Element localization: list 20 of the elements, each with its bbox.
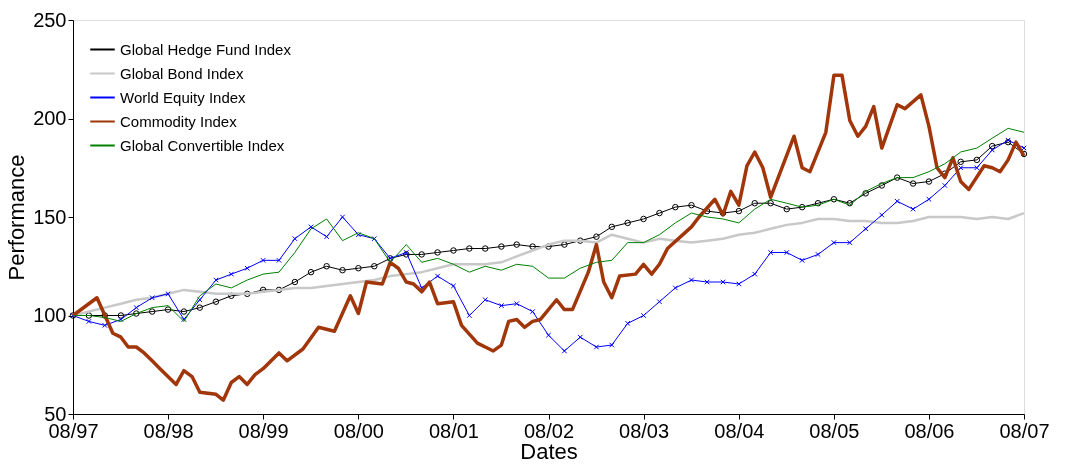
legend-label: Global Hedge Fund Index [120, 40, 292, 58]
y-tick-label: 150 [33, 205, 67, 228]
y-tick-label: 250 [33, 8, 67, 31]
x-tick-label: 08/03 [619, 419, 670, 442]
x-tick-label: 08/06 [904, 419, 955, 442]
x-tick-label: 08/00 [333, 419, 384, 442]
legend-label: Global Convertible Index [120, 136, 285, 154]
x-tick-label: 08/99 [238, 419, 289, 442]
legend-label: Global Bond Index [120, 64, 244, 82]
x-tick-label: 08/07 [999, 419, 1050, 442]
x-tick-label: 08/05 [809, 419, 860, 442]
y-tick-label: 200 [33, 107, 67, 129]
x-tick-label: 08/01 [428, 419, 479, 442]
legend-label: Commodity Index [120, 112, 238, 130]
y-axis-title: Performance [4, 154, 30, 281]
x-tick-label: 08/04 [714, 419, 765, 442]
x-tick-label: 08/98 [143, 419, 194, 442]
legend-label: World Equity Index [120, 88, 247, 106]
y-tick-label: 50 [44, 402, 67, 425]
y-tick-label: 100 [33, 304, 67, 326]
